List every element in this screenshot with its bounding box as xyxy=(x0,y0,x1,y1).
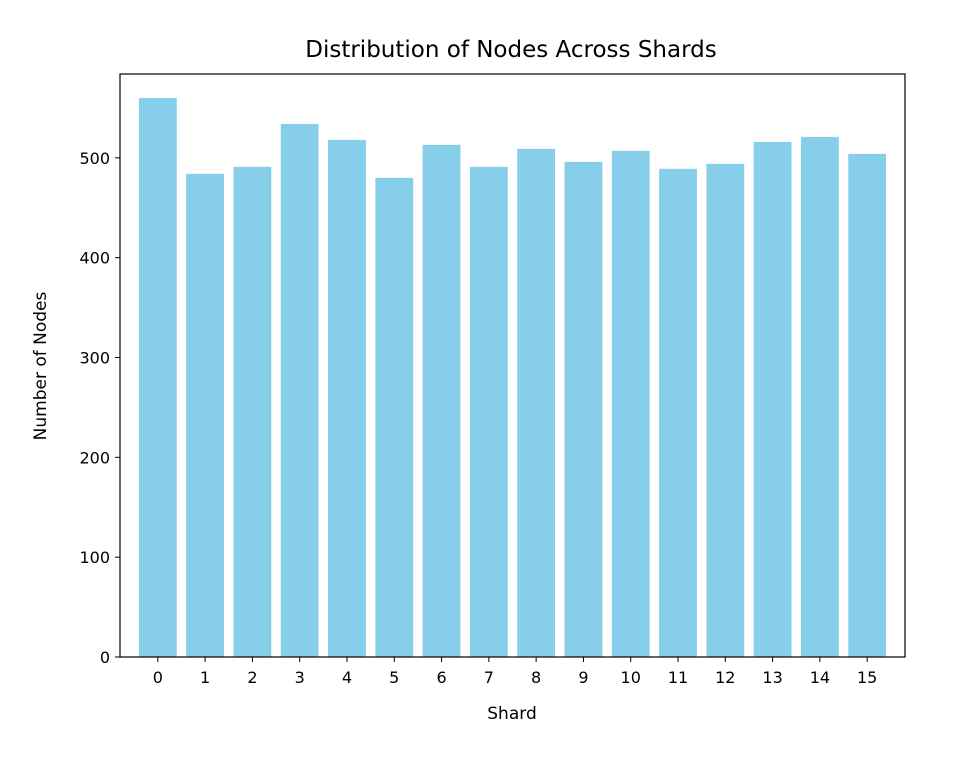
bar-shard-10 xyxy=(611,150,650,657)
y-tick-label: 400 xyxy=(79,249,110,268)
x-tick-label: 7 xyxy=(484,668,494,687)
bar-shard-11 xyxy=(659,168,697,657)
x-tick-label: 14 xyxy=(810,668,830,687)
bar-shard-12 xyxy=(706,163,745,657)
x-tick-label: 0 xyxy=(153,668,163,687)
y-tick-label: 200 xyxy=(79,448,110,467)
bar-shard-1 xyxy=(186,173,225,657)
x-tick-label: 4 xyxy=(342,668,352,687)
x-tick-label: 3 xyxy=(295,668,305,687)
x-tick-label: 8 xyxy=(531,668,541,687)
chart-title: Distribution of Nodes Across Shards xyxy=(305,37,716,63)
bar-shard-4 xyxy=(328,139,366,657)
bar-shard-8 xyxy=(517,148,556,657)
y-axis-label: Number of Nodes xyxy=(31,292,51,441)
bar-shard-3 xyxy=(280,123,319,657)
bars-layer xyxy=(138,97,887,658)
x-tick-label: 13 xyxy=(762,668,782,687)
y-tick-label: 500 xyxy=(79,149,110,168)
x-tick-label: 1 xyxy=(200,668,210,687)
y-tick-label: 100 xyxy=(79,548,110,567)
bar-shard-0 xyxy=(138,97,177,657)
x-tick-label: 6 xyxy=(436,668,446,687)
x-tick-label: 15 xyxy=(857,668,877,687)
x-axis-label: Shard xyxy=(487,704,536,724)
bar-shard-14 xyxy=(800,136,839,657)
x-tick-label: 12 xyxy=(715,668,735,687)
axes-frame xyxy=(119,73,906,658)
y-axis-ticks: 0 100 200 300 400 500 xyxy=(79,149,120,667)
x-tick-label: 2 xyxy=(247,668,257,687)
x-tick-label: 11 xyxy=(668,668,688,687)
bar-shard-6 xyxy=(422,144,461,657)
y-tick-label: 0 xyxy=(100,648,110,667)
bar-shard-9 xyxy=(564,161,603,657)
x-tick-label: 10 xyxy=(621,668,641,687)
x-axis-ticks: 0 1 2 3 4 5 6 7 8 9 10 11 12 13 14 15 xyxy=(153,657,877,687)
bar-shard-13 xyxy=(753,141,792,657)
bar-shard-15 xyxy=(848,153,887,658)
bar-shard-7 xyxy=(469,166,508,657)
bar-shard-2 xyxy=(233,166,272,657)
x-tick-label: 5 xyxy=(389,668,399,687)
x-tick-label: 9 xyxy=(578,668,588,687)
bar-shard-5 xyxy=(375,177,414,657)
y-tick-label: 300 xyxy=(79,349,110,368)
